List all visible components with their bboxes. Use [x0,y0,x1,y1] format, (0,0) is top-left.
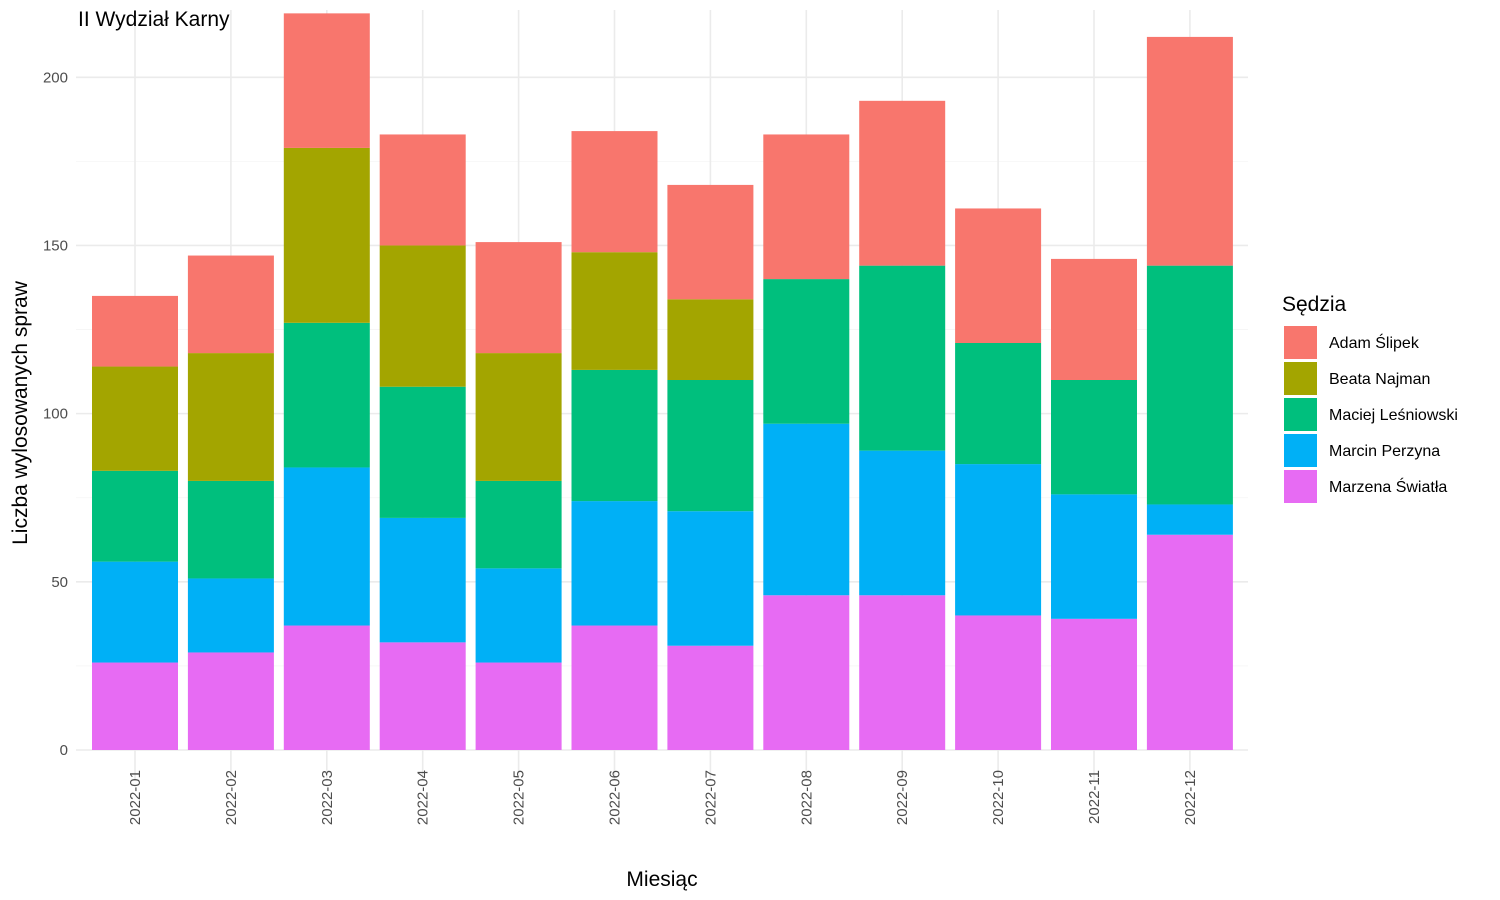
y-tick-label: 100 [43,406,68,423]
legend-swatch [1284,326,1317,359]
bar-segment [187,353,274,481]
legend-swatch [1284,434,1317,467]
bar-segment [187,578,274,653]
y-tick-label: 50 [51,574,68,591]
x-tick-label: 2022-05 [511,770,528,825]
bar-segment [379,134,466,246]
bar-segment [1146,534,1233,750]
bar-segment [763,423,850,596]
bar-segment [1146,504,1233,535]
legend-swatch [1284,470,1317,503]
bar-segment [667,645,754,750]
bar-segment [283,147,370,323]
bar-segment [187,480,274,579]
bar-segment [1051,380,1137,495]
y-axis-title: Liczba wylosowanych spraw [9,280,32,545]
x-axis-title: Miesiąc [626,868,697,891]
bar-segment [1051,618,1137,750]
bar-segment [571,131,658,253]
y-tick-label: 0 [60,742,68,759]
legend-label: Adam Ślipek [1329,333,1420,352]
bar-segment [859,265,946,451]
bar-segment [859,450,946,596]
y-axis-tick-labels: 0 50 100 150 200 [43,69,68,759]
bar-segment [763,279,850,424]
x-tick-label: 2022-09 [894,770,911,825]
bar-segment [475,353,562,481]
bar-segment [763,134,850,280]
bar-segment [475,568,562,663]
bar-segment [571,252,658,370]
bar-segment [667,299,754,380]
legend-swatch [1284,398,1317,431]
bar-segment [859,100,946,266]
x-tick-label: 2022-07 [702,770,719,825]
bars [92,13,1233,750]
bar-segment [187,652,274,750]
x-tick-label: 2022-10 [990,770,1007,825]
bar-segment [92,470,178,562]
bar-segment [571,501,658,626]
x-tick-label: 2022-02 [223,770,240,825]
bar-segment [475,662,562,750]
bar-segment [571,369,658,502]
bar-segment [955,343,1042,465]
bar-segment [379,245,466,387]
bar-segment [187,255,274,354]
bar-segment [667,184,754,300]
y-tick-label: 200 [43,69,68,86]
x-tick-label: 2022-06 [607,770,624,825]
bar-segment [955,464,1042,616]
bar-segment [283,13,370,148]
y-tick-label: 150 [43,237,68,254]
chart-title: II Wydział Karny [78,8,230,31]
bar-segment [475,242,562,354]
bar-segment [955,208,1042,343]
bar-segment [763,595,850,750]
bar-segment [379,517,466,643]
bar-segment [92,561,178,663]
bar-segment [1051,258,1137,380]
legend-title: Sędzia [1282,293,1347,316]
x-tick-label: 2022-03 [319,770,336,825]
x-axis-tick-labels: 2022-01 2022-02 2022-03 2022-04 2022-05 2022-… [127,770,1199,825]
bar-segment [859,595,946,750]
x-tick-label: 2022-01 [127,770,144,825]
bar-segment [1051,494,1137,619]
bar-segment [571,625,658,750]
x-tick-label: 2022-04 [415,770,432,825]
bar-segment [1146,265,1233,505]
bar-segment [379,642,466,750]
legend: Sędzia Adam Ślipek Beata Najman Maciej Leś… [1282,293,1458,503]
legend-label: Maciej Leśniowski [1329,407,1458,424]
bar-segment [475,480,562,569]
bar-segment [379,386,466,518]
bar-segment [283,467,370,626]
bar-segment [283,322,370,468]
bar-segment [955,615,1042,750]
x-tick-label: 2022-08 [798,770,815,825]
x-tick-label: 2022-11 [1086,770,1103,824]
bar-segment [667,511,754,646]
bar-segment [92,295,178,367]
x-tick-label: 2022-12 [1182,770,1199,825]
bar-segment [1146,36,1233,266]
bar-segment [92,662,178,750]
bar-segment [92,366,178,471]
bar-segment [667,380,754,512]
legend-label: Marzena Światła [1329,477,1447,496]
bar-segment [283,625,370,750]
legend-label: Beata Najman [1329,371,1430,388]
legend-swatch [1284,362,1317,395]
legend-label: Marcin Perzyna [1329,443,1440,460]
